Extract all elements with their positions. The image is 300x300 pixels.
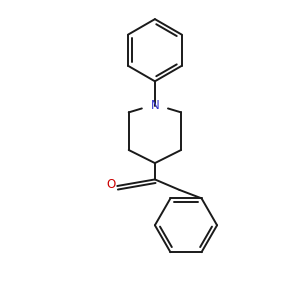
Text: O: O: [107, 178, 116, 191]
Text: N: N: [151, 99, 159, 112]
